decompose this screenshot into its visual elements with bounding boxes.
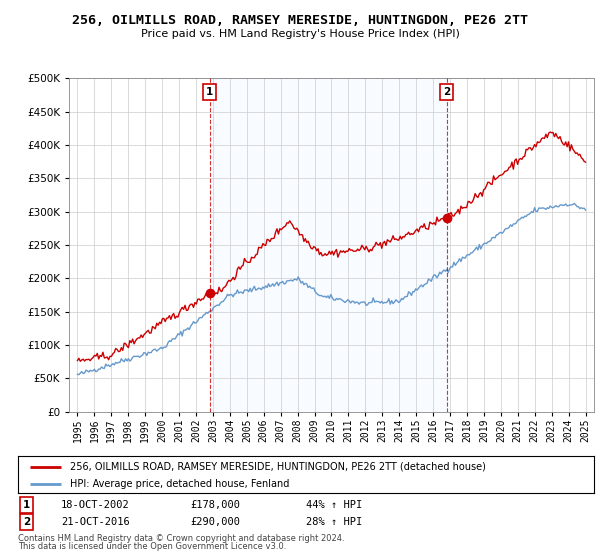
Text: 1: 1 xyxy=(23,500,30,510)
Text: 2: 2 xyxy=(443,87,450,97)
Text: Contains HM Land Registry data © Crown copyright and database right 2024.: Contains HM Land Registry data © Crown c… xyxy=(18,534,344,543)
Text: £290,000: £290,000 xyxy=(191,517,241,527)
Text: £178,000: £178,000 xyxy=(191,500,241,510)
Text: 256, OILMILLS ROAD, RAMSEY MERESIDE, HUNTINGDON, PE26 2TT: 256, OILMILLS ROAD, RAMSEY MERESIDE, HUN… xyxy=(72,14,528,27)
Text: 1: 1 xyxy=(206,87,213,97)
Text: 21-OCT-2016: 21-OCT-2016 xyxy=(61,517,130,527)
Text: This data is licensed under the Open Government Licence v3.0.: This data is licensed under the Open Gov… xyxy=(18,542,286,550)
Text: 2: 2 xyxy=(23,517,30,527)
Text: 44% ↑ HPI: 44% ↑ HPI xyxy=(306,500,362,510)
Text: 18-OCT-2002: 18-OCT-2002 xyxy=(61,500,130,510)
Text: 28% ↑ HPI: 28% ↑ HPI xyxy=(306,517,362,527)
Bar xyxy=(209,78,446,412)
Text: HPI: Average price, detached house, Fenland: HPI: Average price, detached house, Fenl… xyxy=(70,479,289,489)
Text: 256, OILMILLS ROAD, RAMSEY MERESIDE, HUNTINGDON, PE26 2TT (detached house): 256, OILMILLS ROAD, RAMSEY MERESIDE, HUN… xyxy=(70,461,486,472)
Text: Price paid vs. HM Land Registry's House Price Index (HPI): Price paid vs. HM Land Registry's House … xyxy=(140,29,460,39)
